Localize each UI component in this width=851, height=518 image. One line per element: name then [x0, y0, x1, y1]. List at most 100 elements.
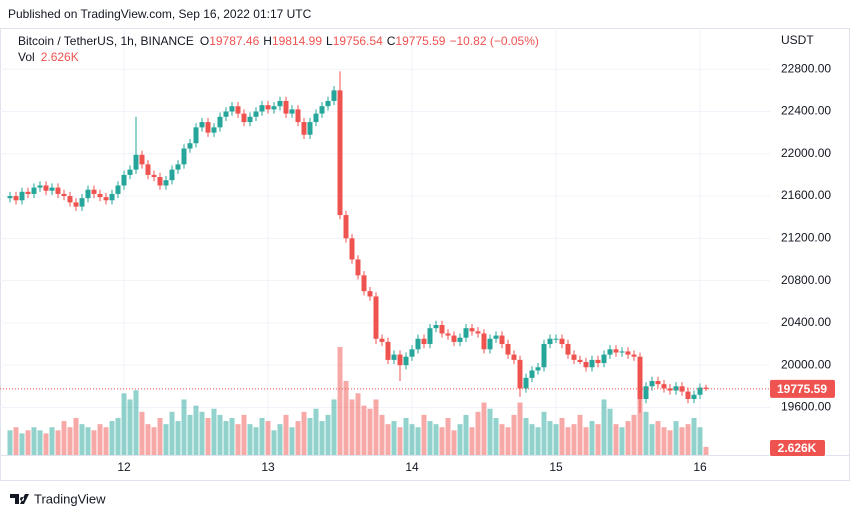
y-tick-label: 20000.00	[781, 357, 831, 371]
volume-bar	[325, 414, 331, 455]
y-tick-label: 22800.00	[781, 61, 831, 75]
candle-body	[667, 388, 673, 391]
candle-body	[61, 193, 67, 197]
candle-body	[559, 338, 565, 345]
volume-bar	[679, 427, 685, 455]
volume-bar	[349, 399, 355, 455]
volume-bar	[115, 417, 121, 455]
candle-body	[535, 367, 541, 371]
candle-body	[79, 198, 85, 207]
volume-bar	[673, 421, 679, 455]
y-tick-label: 19600.00	[781, 400, 831, 414]
ohlc-value: 19775.59	[395, 34, 445, 48]
volume-bar	[169, 411, 175, 455]
candle-body	[643, 386, 649, 399]
volume-bar	[337, 347, 343, 455]
candle-body	[445, 333, 451, 336]
candle-body	[661, 384, 667, 389]
candle-body	[211, 127, 217, 133]
volume-bar	[475, 411, 481, 455]
volume-bar	[307, 417, 313, 455]
chart-frame	[0, 28, 850, 481]
legend-line: Bitcoin / TetherUS, 1h, BINANCE O19787.46…	[18, 34, 539, 48]
y-tick-label: 20400.00	[781, 315, 831, 329]
candle-body	[253, 111, 259, 117]
volume-bar	[223, 421, 229, 455]
candle-body	[301, 122, 307, 135]
candle-body	[391, 354, 397, 360]
volume-bar	[283, 414, 289, 455]
candle-body	[319, 106, 325, 114]
volume-bar	[583, 427, 589, 455]
volume-bar	[175, 421, 181, 455]
candle-body	[163, 180, 169, 186]
volume-bar	[685, 424, 691, 455]
candle-body	[271, 106, 277, 110]
candle-body	[649, 381, 655, 387]
candle-body	[607, 349, 613, 355]
volume-bar	[91, 430, 97, 455]
volume-bar	[187, 414, 193, 455]
volume-bar	[7, 430, 13, 455]
candle-body	[589, 359, 595, 368]
candle-body	[229, 106, 235, 112]
x-tick-label: 16	[693, 460, 707, 474]
volume-badge	[770, 440, 825, 456]
volume-bar	[607, 408, 613, 455]
candle-body	[691, 394, 697, 399]
volume-bar	[703, 446, 709, 455]
volume-bar	[25, 430, 31, 455]
volume-bar	[439, 427, 445, 455]
x-tick-label: 13	[261, 460, 275, 474]
volume-bar	[139, 411, 145, 455]
candle-body	[7, 196, 13, 199]
volume-bar	[121, 393, 127, 455]
published-note: Published on TradingView.com, Sep 16, 20…	[8, 7, 312, 21]
candle-body	[601, 354, 607, 364]
candle-body	[523, 377, 529, 389]
volume-bar	[61, 421, 67, 455]
candle-body	[31, 187, 37, 194]
candle-body	[457, 337, 463, 342]
volume-bar	[415, 427, 421, 455]
candle-body	[217, 116, 223, 128]
volume-bar	[109, 421, 115, 455]
volume-bar	[469, 427, 475, 455]
candle-body	[433, 324, 439, 329]
candle-body	[247, 116, 253, 123]
volume-bar	[145, 424, 151, 455]
y-tick-label: 21600.00	[781, 188, 831, 202]
candle-body	[475, 331, 481, 334]
change: −10.82 (−0.05%)	[449, 34, 538, 48]
candle-body	[565, 344, 571, 355]
candle-body	[331, 90, 337, 101]
volume-bar	[577, 414, 583, 455]
candle-body	[223, 111, 229, 117]
candle-body	[463, 328, 469, 338]
candle-body	[379, 338, 385, 342]
volume-bar	[205, 417, 211, 455]
candle-body	[385, 341, 391, 360]
candle-body	[169, 169, 175, 181]
candle-body	[583, 361, 589, 368]
candle-body	[19, 191, 25, 201]
volume-bar	[433, 424, 439, 455]
volume-bar	[319, 421, 325, 455]
candle-body	[25, 191, 31, 194]
candle-body	[421, 338, 427, 345]
ohlc-label: C	[387, 34, 396, 48]
candle-body	[121, 174, 127, 186]
candle-body	[517, 359, 523, 389]
volume-bar	[487, 408, 493, 455]
footer-logo	[10, 494, 29, 504]
candle-body	[343, 215, 349, 239]
volume-bar	[289, 427, 295, 455]
candle-body	[67, 196, 73, 203]
volume-bar	[85, 427, 91, 455]
candle-body	[295, 109, 301, 123]
volume-bar	[553, 424, 559, 455]
candle-body	[553, 338, 559, 340]
volume-bar	[313, 408, 319, 455]
candle-body	[427, 328, 433, 345]
